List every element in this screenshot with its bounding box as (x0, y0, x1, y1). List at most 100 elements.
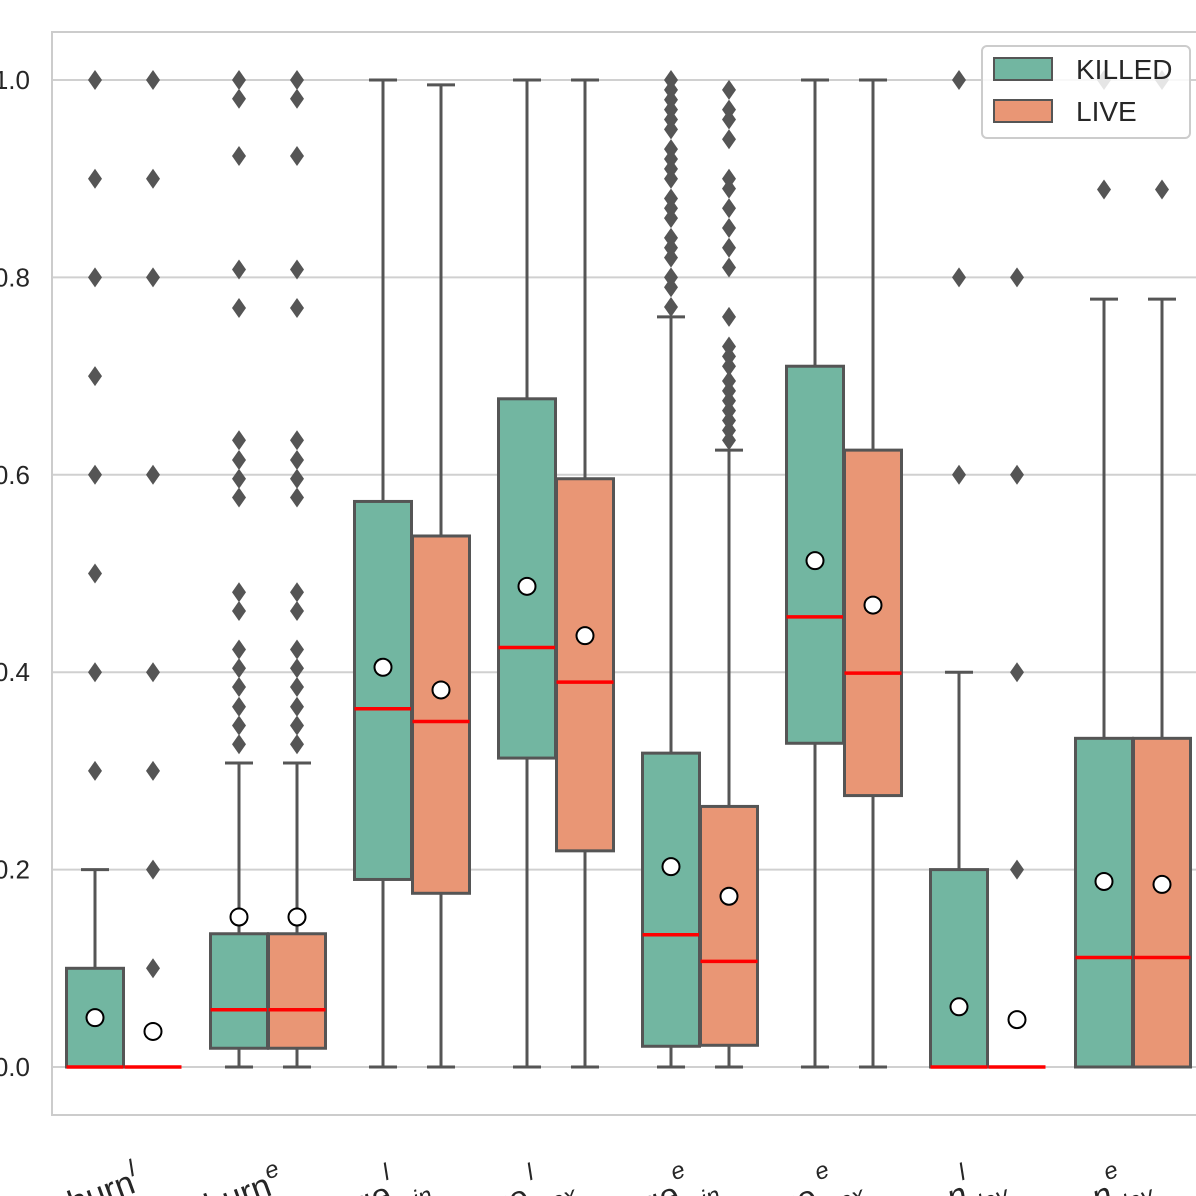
outlier-point (290, 449, 304, 470)
box-iqr (641, 751, 701, 1048)
box-killed-2 (353, 78, 413, 1069)
box-killed-5 (785, 78, 845, 1069)
box-live-3 (555, 78, 615, 1069)
outlier-point (290, 430, 304, 451)
mean-marker (373, 657, 393, 677)
box-live-5 (843, 78, 903, 1069)
outlier-point (232, 582, 246, 603)
outlier-point (290, 88, 304, 109)
outlier-point (232, 259, 246, 280)
outlier-point (290, 70, 304, 90)
box-killed-0 (65, 70, 125, 1069)
box-live-4 (699, 79, 759, 1069)
outlier-point (232, 145, 246, 166)
legend-swatch-killed (993, 57, 1053, 81)
boxes (65, 70, 1192, 1069)
outlier-point (232, 88, 246, 109)
outlier-point (664, 139, 678, 160)
mean-marker (719, 886, 739, 906)
outlier-point (290, 601, 304, 622)
box-iqr (555, 477, 615, 853)
outlier-point (232, 297, 246, 318)
mean-marker (1152, 874, 1172, 894)
mean-marker (143, 1021, 163, 1041)
outlier-point (664, 227, 678, 248)
outlier-point (722, 168, 736, 189)
outlier-point (722, 129, 736, 150)
legend-label-live: LIVE (1076, 96, 1137, 127)
outlier-point (290, 468, 304, 489)
outlier-point (290, 145, 304, 166)
outlier-point (722, 218, 736, 239)
outlier-point (146, 70, 160, 90)
outlier-point (952, 267, 966, 288)
outlier-point (232, 639, 246, 660)
outlier-point (1097, 179, 1111, 200)
box-killed-3 (497, 78, 557, 1069)
outlier-point (146, 464, 160, 485)
outlier-point (290, 582, 304, 603)
outlier-point (722, 198, 736, 219)
outlier-point (290, 259, 304, 280)
y-tick-label: 0.6 (0, 460, 30, 490)
y-tick-label: 0.8 (0, 262, 30, 292)
outlier-point (88, 70, 102, 90)
mean-marker (1007, 1010, 1027, 1030)
mean-marker (229, 907, 249, 927)
outlier-point (232, 449, 246, 470)
outlier-point (722, 99, 736, 120)
y-tick-label: 0.4 (0, 657, 30, 687)
outlier-point (722, 237, 736, 258)
outlier-point (232, 658, 246, 679)
mean-marker (85, 1008, 105, 1028)
y-tick-label: 0.0 (0, 1052, 30, 1082)
outlier-point (146, 662, 160, 683)
outlier-point (88, 464, 102, 485)
outlier-point (290, 677, 304, 698)
mean-marker (661, 857, 681, 877)
mean-marker (1094, 871, 1114, 891)
outlier-point (88, 563, 102, 584)
legend: KILLED LIVE (981, 45, 1191, 139)
mean-marker (575, 626, 595, 646)
mean-marker (287, 907, 307, 927)
outlier-point (232, 487, 246, 508)
mean-marker (863, 595, 883, 615)
outlier-point (146, 267, 160, 288)
outlier-point (1010, 464, 1024, 485)
box-killed-4 (641, 70, 701, 1069)
outlier-point (664, 188, 678, 209)
outlier-point (146, 859, 160, 880)
outlier-point (232, 715, 246, 736)
outlier-point (232, 696, 246, 717)
outlier-point (232, 70, 246, 90)
outlier-point (290, 297, 304, 318)
box-killed-1 (209, 70, 269, 1069)
outlier-point (232, 468, 246, 489)
box-iqr (353, 499, 413, 881)
y-tick-label: 0.2 (0, 855, 30, 885)
box-iqr (1132, 736, 1192, 1069)
outlier-point (290, 734, 304, 755)
legend-label-killed: KILLED (1076, 54, 1173, 85)
outlier-point (290, 715, 304, 736)
box-iqr (267, 932, 327, 1050)
outlier-point (1010, 267, 1024, 288)
outlier-point (722, 257, 736, 278)
outlier-point (232, 677, 246, 698)
box-live-2 (411, 83, 471, 1069)
outlier-point (722, 336, 736, 357)
outlier-point (88, 267, 102, 288)
outlier-point (88, 168, 102, 189)
outlier-point (1155, 179, 1169, 200)
outlier-point (290, 658, 304, 679)
outlier-point (88, 760, 102, 781)
box-iqr (411, 534, 471, 895)
y-tick-label: 1.0 (0, 65, 30, 95)
box-killed-7 (1074, 70, 1134, 1069)
outlier-point (722, 371, 736, 392)
outlier-point (290, 639, 304, 660)
mean-marker (431, 680, 451, 700)
outlier-point (952, 70, 966, 90)
